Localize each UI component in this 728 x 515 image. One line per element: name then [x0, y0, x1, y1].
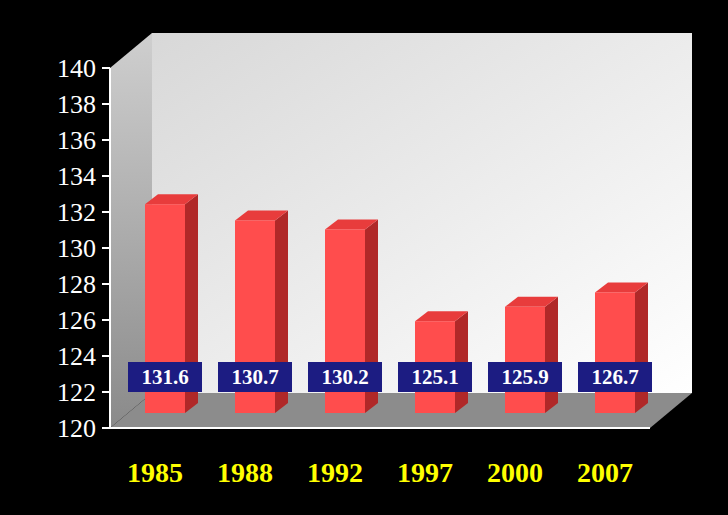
label-box [398, 362, 472, 392]
y-tick [102, 355, 110, 357]
y-tick [102, 391, 110, 393]
x-axis [110, 427, 650, 429]
y-tick [102, 139, 110, 141]
data-label: 125.9 [501, 365, 548, 389]
label-box [578, 362, 652, 392]
bar [505, 297, 558, 413]
y-tick-label: 126 [57, 306, 96, 335]
bar-side [545, 297, 558, 413]
data-label: 130.2 [321, 365, 368, 389]
bar-side [635, 282, 648, 413]
y-tick [102, 175, 110, 177]
y-tick-label: 140 [57, 54, 96, 83]
y-tick-label: 138 [57, 90, 96, 119]
y-tick [102, 283, 110, 285]
labels: 131.6 130.7 130.2 125.1 125.9 126.7 [128, 362, 652, 392]
bar-top [145, 194, 198, 204]
x-tick-label: 2000 [487, 457, 543, 488]
x-tick-label: 1997 [397, 457, 453, 488]
y-tick-label: 136 [57, 126, 96, 155]
data-label: 131.6 [141, 365, 188, 389]
label-box [308, 362, 382, 392]
bar-top [325, 219, 378, 229]
y-tick-label: 124 [57, 342, 96, 371]
y-tick-label: 128 [57, 270, 96, 299]
data-label: 126.7 [591, 365, 638, 389]
bar-front [595, 292, 635, 413]
bar-top [415, 311, 468, 321]
y-tick-label: 134 [57, 162, 96, 191]
y-tick [102, 247, 110, 249]
label-box [488, 362, 562, 392]
x-tick-label: 1988 [217, 457, 273, 488]
x-tick-label: 1985 [127, 457, 183, 488]
bar-front [505, 307, 545, 413]
bar-top [505, 297, 558, 307]
y-tick [102, 67, 110, 69]
x-tick-label: 1992 [307, 457, 363, 488]
bar-top [235, 210, 288, 220]
data-label: 130.7 [231, 365, 278, 389]
y-tick [102, 319, 110, 321]
label-box [128, 362, 202, 392]
chart: 120122124126128130132134136138140131.613… [0, 0, 728, 515]
bar-top [595, 282, 648, 292]
bar [595, 282, 648, 413]
y-tick-label: 132 [57, 198, 96, 227]
y-tick [102, 211, 110, 213]
y-tick-label: 122 [57, 378, 96, 407]
bars [145, 194, 648, 413]
data-label: 125.1 [411, 365, 458, 389]
y-tick [102, 103, 110, 105]
y-tick-label: 130 [57, 234, 96, 263]
x-tick-label: 2007 [577, 457, 633, 488]
y-tick [102, 427, 110, 429]
label-box [218, 362, 292, 392]
y-tick-label: 120 [57, 414, 96, 443]
